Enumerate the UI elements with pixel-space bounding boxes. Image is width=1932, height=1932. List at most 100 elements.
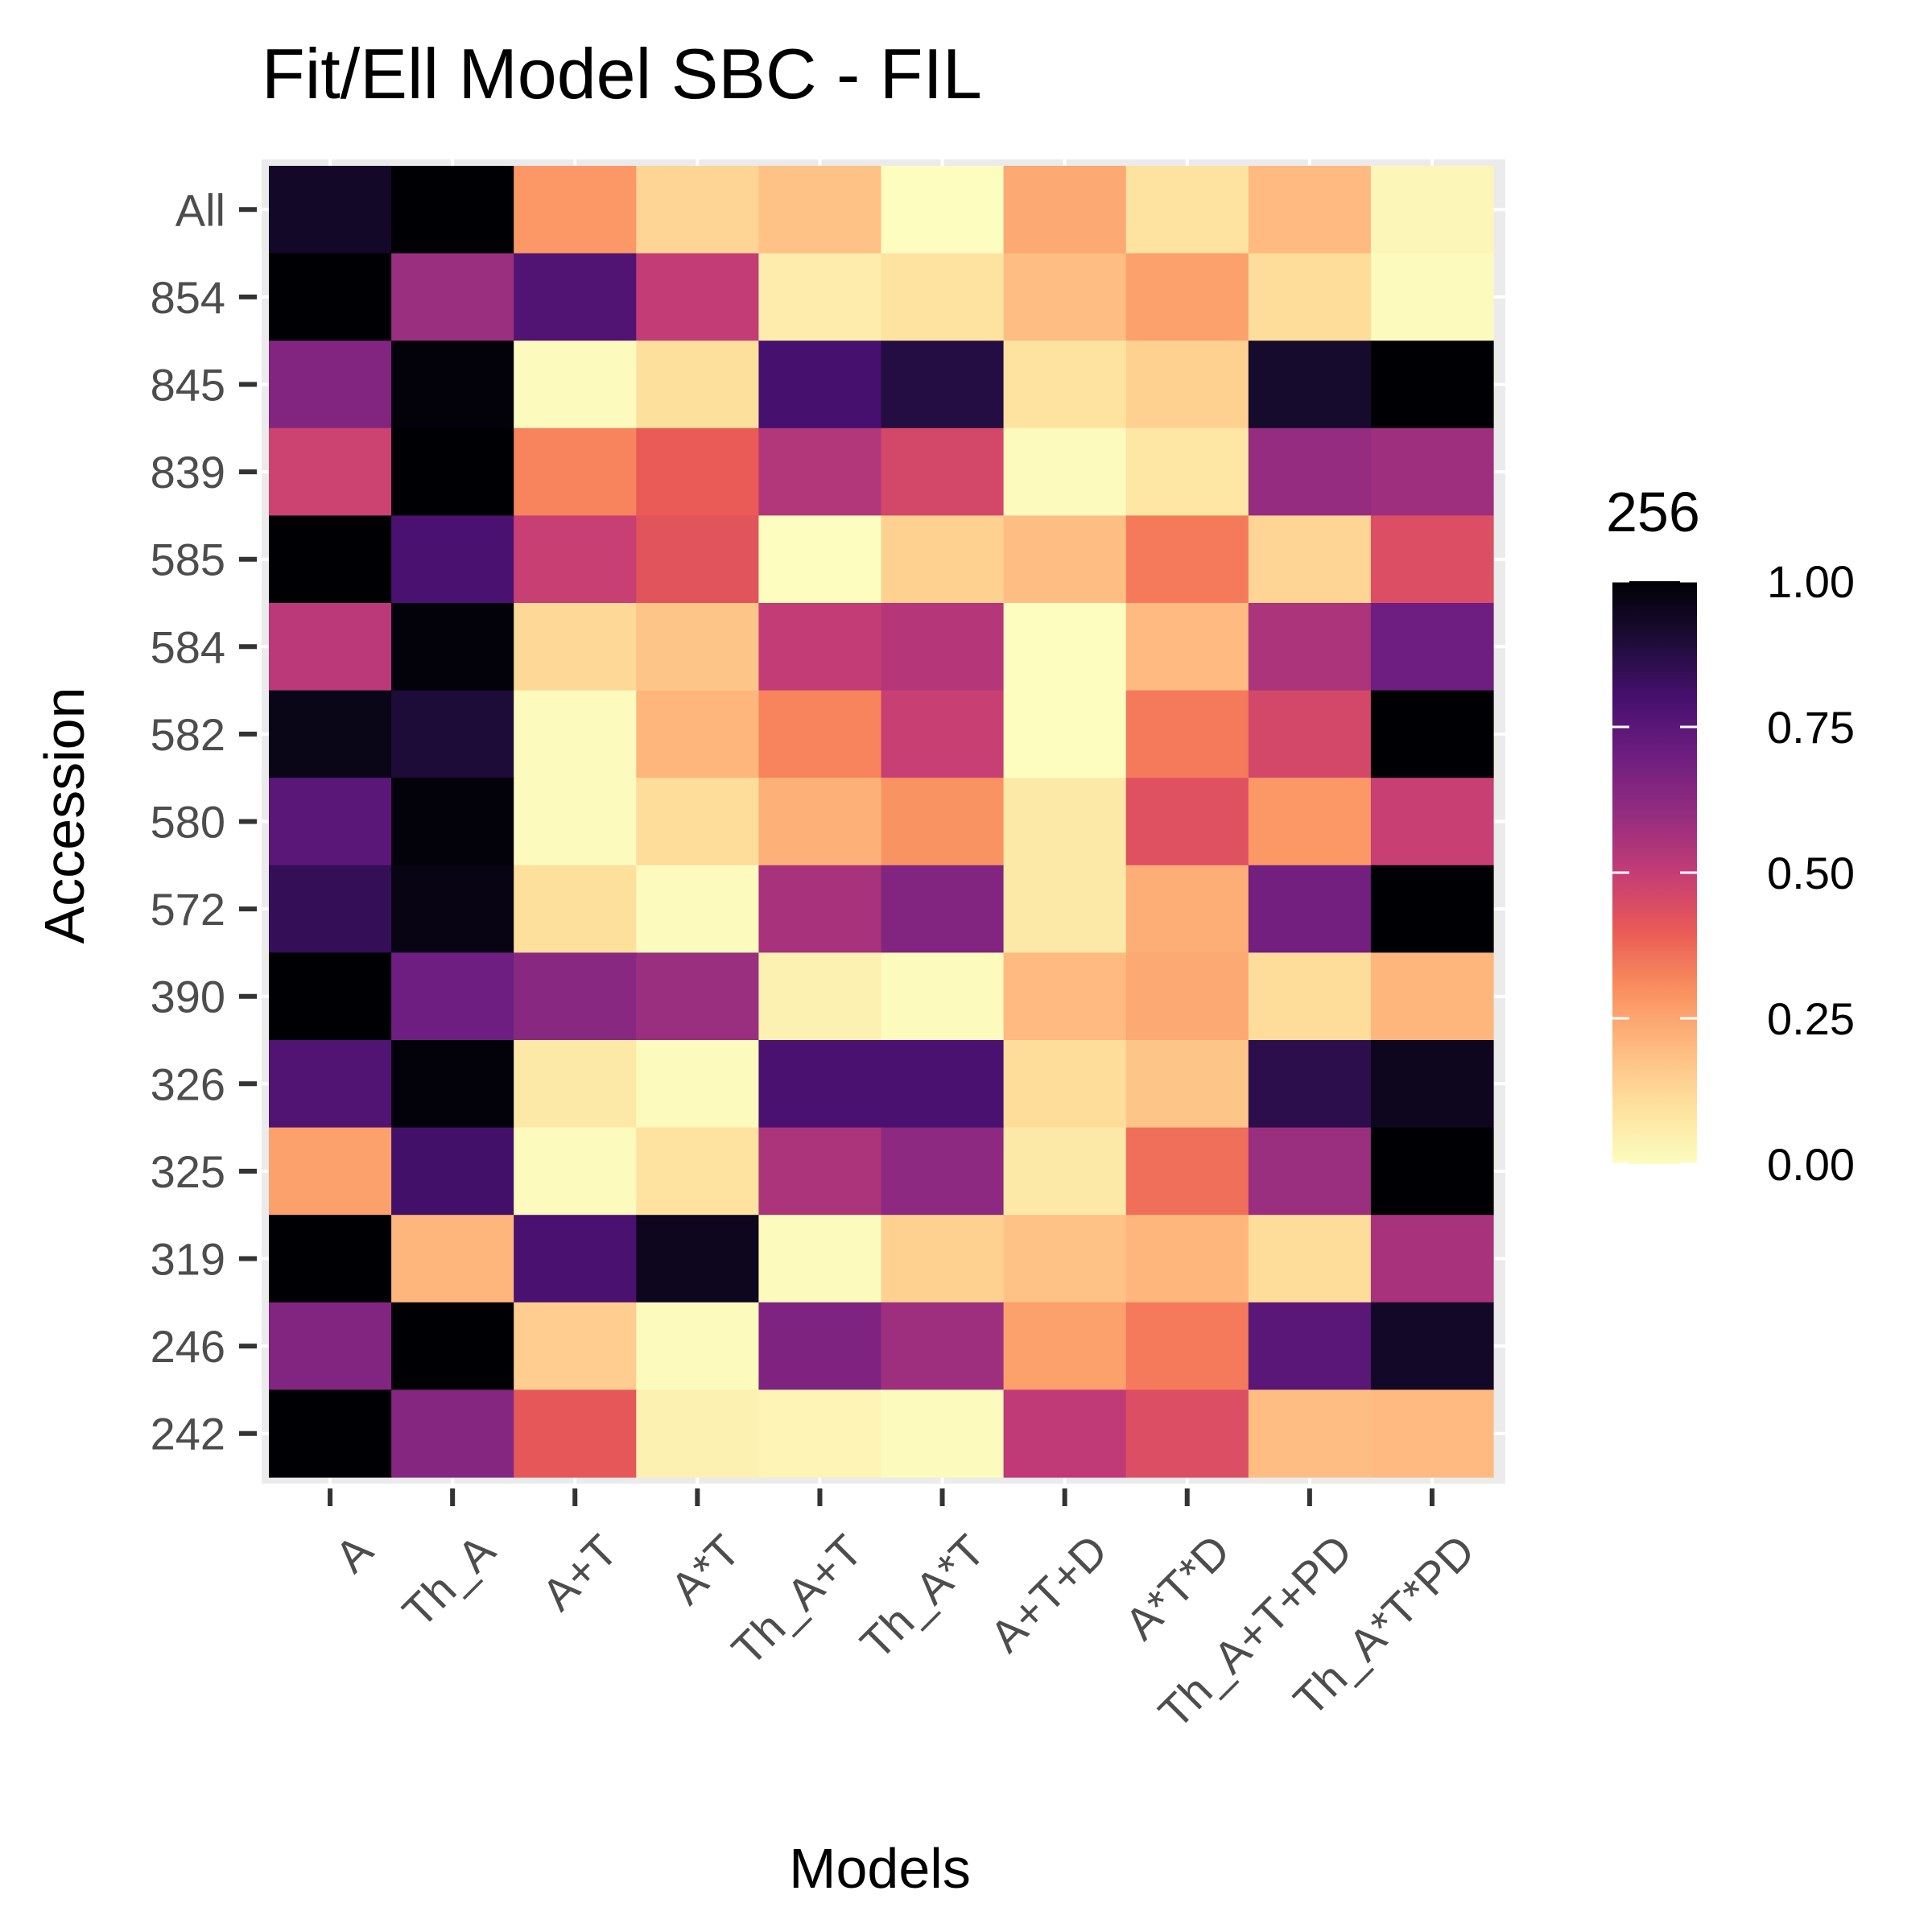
heatmap-cell: [391, 690, 514, 778]
heatmap-cell: [514, 253, 637, 341]
heatmap-cell: [1248, 515, 1372, 604]
y-tick-label: 580: [151, 797, 225, 848]
heatmap-cell: [636, 1127, 759, 1216]
y-tick-label: 585: [151, 535, 225, 585]
y-tick-label: 584: [151, 621, 225, 672]
heatmap-cell: [269, 253, 392, 341]
heatmap-cell: [758, 1127, 882, 1216]
heatmap-cell: [391, 952, 514, 1041]
heatmap-cell: [1003, 341, 1127, 429]
x-tick-label: Th_A*T: [850, 1525, 994, 1669]
heatmap-cell: [269, 427, 392, 516]
heatmap-cell: [391, 427, 514, 516]
heatmap-cell: [514, 341, 637, 429]
heatmap-cell: [391, 778, 514, 866]
heatmap-cell: [758, 166, 882, 254]
heatmap-cell: [1370, 952, 1494, 1041]
heatmap-cell: [758, 341, 882, 429]
heatmap-cell: [1370, 1389, 1494, 1478]
x-axis: A Th_A A+T A*TTh_A+TTh_A*TA+T+DA*T*DTh_A+T+…: [325, 1488, 1484, 1738]
heatmap-cell: [1248, 952, 1372, 1041]
heatmap-cell: [636, 778, 759, 866]
heatmap-cell: [636, 952, 759, 1041]
chart-title: Fit/Ell Model SBC - FIL: [262, 34, 982, 114]
heatmap-cell: [1248, 427, 1372, 516]
heatmap-cell: [1248, 1302, 1372, 1390]
x-tick-label: A*T: [661, 1525, 750, 1614]
heatmap-cell: [758, 952, 882, 1041]
heatmap-cell: [1125, 166, 1249, 254]
heatmap-cell: [1248, 690, 1372, 778]
heatmap-cell: [514, 1040, 637, 1129]
heatmap-cell: [269, 603, 392, 691]
heatmap-cell: [269, 166, 392, 254]
heatmap-cell: [1125, 253, 1249, 341]
heatmap-cell: [391, 1389, 514, 1478]
heatmap-cell: [514, 1215, 637, 1303]
heatmap-cell: [1370, 166, 1494, 254]
legend-tick-label: 0.00: [1767, 1139, 1855, 1190]
heatmap-cell: [1125, 1040, 1249, 1129]
heatmap-cell: [758, 1302, 882, 1390]
heatmap-cell: [514, 515, 637, 604]
heatmap-cell: [1003, 515, 1127, 604]
heatmap-cell: [269, 1127, 392, 1216]
heatmap-cell: [1248, 1127, 1372, 1216]
heatmap-cell: [758, 515, 882, 604]
x-tick-label: A+T+D: [980, 1525, 1117, 1662]
heatmap-cell: [636, 515, 759, 604]
heatmap-cell: [1003, 1389, 1127, 1478]
y-axis-title: Accession: [33, 687, 96, 943]
heatmap-cell: [391, 1127, 514, 1216]
legend-title: 256: [1606, 481, 1700, 543]
heatmap-cell: [636, 253, 759, 341]
legend-tick-label: 0.50: [1767, 848, 1855, 898]
heatmap-cell: [1003, 865, 1127, 953]
heatmap-cell: [514, 166, 637, 254]
heatmap-cell: [269, 1389, 392, 1478]
legend-tick-label: 1.00: [1767, 556, 1855, 607]
heatmap-cell: [391, 1040, 514, 1129]
heatmap-cell: [1248, 603, 1372, 691]
heatmap-cell: [1003, 427, 1127, 516]
heatmap-cell: [636, 1040, 759, 1129]
heatmap-cell: [1248, 1040, 1372, 1129]
heatmap-cell: [1125, 952, 1249, 1041]
heatmap-cell: [1125, 778, 1249, 866]
heatmap-cell: [1248, 778, 1372, 866]
y-tick-label: 325: [151, 1146, 225, 1197]
heatmap-cell: [269, 1302, 392, 1390]
heatmap-cell: [881, 778, 1005, 866]
heatmap-cell: [881, 1215, 1005, 1303]
heatmap-cell: [514, 865, 637, 953]
heatmap-cell: [514, 952, 637, 1041]
heatmap-cell: [1370, 1302, 1494, 1390]
heatmap-cell: [1125, 427, 1249, 516]
heatmap-cell: [1370, 865, 1494, 953]
heatmap-cell: [1248, 865, 1372, 953]
y-tick-label: 839: [151, 447, 225, 497]
heatmap-cell: [269, 1215, 392, 1303]
heatmap-cell: [881, 1040, 1005, 1129]
y-tick-label: 572: [151, 884, 225, 935]
heatmap-cell: [1003, 690, 1127, 778]
heatmap-cell: [269, 778, 392, 866]
y-tick-label: 242: [151, 1409, 225, 1459]
heatmap-cell: [636, 603, 759, 691]
heatmap-cell: [1370, 690, 1494, 778]
heatmap-cell: [881, 1389, 1005, 1478]
x-tick-label: Th_A+T: [722, 1525, 873, 1675]
heatmap-cell: [514, 427, 637, 516]
y-tick-label: 582: [151, 709, 225, 760]
heatmap-cell: [758, 253, 882, 341]
heatmap-cell: [1125, 1127, 1249, 1216]
y-tick-label: All: [175, 184, 225, 235]
heatmap-cell: [391, 603, 514, 691]
heatmap-cell: [391, 253, 514, 341]
heatmap-cell: [1125, 515, 1249, 604]
y-tick-label: 854: [151, 272, 225, 323]
heatmap-cell: [514, 1389, 637, 1478]
heatmap-cell: [636, 341, 759, 429]
